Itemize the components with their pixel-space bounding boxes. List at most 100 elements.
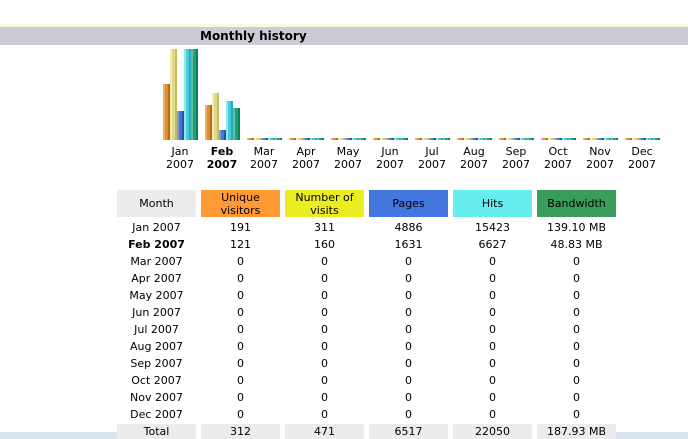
value-cell: 0 [237, 306, 244, 319]
value-cell: 0 [489, 306, 496, 319]
chart-month-label: May 2007 [334, 145, 362, 171]
header-divider [0, 24, 688, 27]
value-cell: 0 [405, 340, 412, 353]
chart-bar-unique-visitors [499, 138, 506, 140]
value-cell: 0 [321, 357, 328, 370]
month-cell: Jun 2007 [132, 306, 181, 319]
chart-bar-bandwidth-mb [233, 108, 240, 140]
value-cell: 0 [405, 323, 412, 336]
chart-bar-hits [352, 138, 359, 140]
value-cell: 0 [573, 391, 580, 404]
column-header-pages: Pages [369, 190, 448, 217]
chart-bar-unique-visitors [625, 138, 632, 140]
value-cell: 6627 [478, 238, 507, 251]
chart-bar-group [373, 138, 408, 140]
section-title-bar: Monthly history [0, 27, 688, 45]
chart-bar-unique-visitors [205, 105, 212, 140]
value-cell: 0 [405, 374, 412, 387]
table-row: Mar 2007 0 0 0 0 0 [117, 253, 616, 270]
month-cell: Dec 2007 [130, 408, 183, 421]
chart-bar-hits [268, 138, 275, 140]
chart-bar-number-of-visits [590, 138, 597, 140]
chart-bar-hits [646, 138, 653, 140]
chart-bar-number-of-visits [212, 93, 219, 140]
month-cell: Jul 2007 [134, 323, 179, 336]
value-cell: 0 [237, 272, 244, 285]
value-cell: 0 [573, 340, 580, 353]
table-body: Jan 2007 191 311 4886 15423 139.10 MB Feb 2007… [117, 219, 616, 423]
chart-bar-unique-visitors [289, 138, 296, 140]
value-cell: 0 [489, 357, 496, 370]
chart-bar-unique-visitors [331, 138, 338, 140]
value-cell: 0 [489, 374, 496, 387]
chart-month-label: Oct 2007 [544, 145, 572, 171]
value-cell: 0 [489, 340, 496, 353]
chart-bar-number-of-visits [548, 138, 555, 140]
chart-bar-group [415, 138, 450, 140]
column-header-bandwidth: Bandwidth [537, 190, 616, 217]
month-cell: Total [117, 424, 196, 439]
chart-month-label: Apr 2007 [292, 145, 320, 171]
chart-bar-number-of-visits [506, 138, 513, 140]
month-cell: Nov 2007 [130, 391, 183, 404]
value-cell: 0 [321, 323, 328, 336]
value-cell: 0 [321, 374, 328, 387]
chart-bar-number-of-visits [296, 138, 303, 140]
column-header-hits: Hits [453, 190, 532, 217]
value-cell: 312 [201, 424, 280, 439]
chart-bar-pages [303, 138, 310, 140]
chart-bar-bandwidth-mb [359, 138, 366, 140]
chart-bar-hits [310, 138, 317, 140]
chart-bar-pages [597, 138, 604, 140]
chart-bar-bandwidth-mb [317, 138, 324, 140]
value-cell: 1631 [394, 238, 423, 251]
month-cell: May 2007 [129, 289, 184, 302]
value-cell: 0 [321, 289, 328, 302]
chart-bar-unique-visitors [457, 138, 464, 140]
chart-bar-pages [471, 138, 478, 140]
chart-month-label: Sep 2007 [502, 145, 530, 171]
value-cell: 0 [321, 306, 328, 319]
chart-bar-hits [184, 49, 191, 140]
chart-bar-pages [429, 138, 436, 140]
chart-bar-bandwidth-mb [569, 138, 576, 140]
chart-bar-group [541, 138, 576, 140]
value-cell: 0 [405, 391, 412, 404]
month-cell: Jan 2007 [132, 221, 181, 234]
section-title: Monthly history [200, 29, 307, 43]
chart-month-label: Jul 2007 [418, 145, 446, 171]
monthly-history-table: Month Unique visitors Number of visits Page… [117, 190, 616, 439]
chart-bar-number-of-visits [338, 138, 345, 140]
month-cell: Oct 2007 [131, 374, 182, 387]
value-cell: 311 [314, 221, 335, 234]
value-cell: 0 [489, 289, 496, 302]
chart-bar-hits [478, 138, 485, 140]
chart-bar-group [331, 138, 366, 140]
value-cell: 0 [573, 323, 580, 336]
chart-bar-hits [226, 101, 233, 140]
value-cell: 0 [489, 408, 496, 421]
chart-bar-group [289, 138, 324, 140]
month-cell: Mar 2007 [130, 255, 183, 268]
chart-bar-hits [394, 138, 401, 140]
value-cell: 0 [405, 272, 412, 285]
chart-bar-number-of-visits [254, 138, 261, 140]
value-cell: 0 [405, 306, 412, 319]
chart-bar-bandwidth-mb [443, 138, 450, 140]
chart-bar-group [163, 49, 198, 140]
value-cell: 0 [573, 374, 580, 387]
value-cell: 0 [405, 255, 412, 268]
month-cell: Apr 2007 [131, 272, 182, 285]
chart-bar-bandwidth-mb [191, 49, 198, 140]
value-cell: 191 [230, 221, 251, 234]
table-row: Oct 2007 0 0 0 0 0 [117, 372, 616, 389]
chart-month-label: Aug 2007 [460, 145, 488, 171]
chart-bar-bandwidth-mb [275, 138, 282, 140]
chart-bar-bandwidth-mb [401, 138, 408, 140]
value-cell: 0 [237, 408, 244, 421]
chart-bar-hits [520, 138, 527, 140]
table-row: Aug 2007 0 0 0 0 0 [117, 338, 616, 355]
value-cell: 0 [573, 255, 580, 268]
chart-bar-pages [219, 130, 226, 140]
